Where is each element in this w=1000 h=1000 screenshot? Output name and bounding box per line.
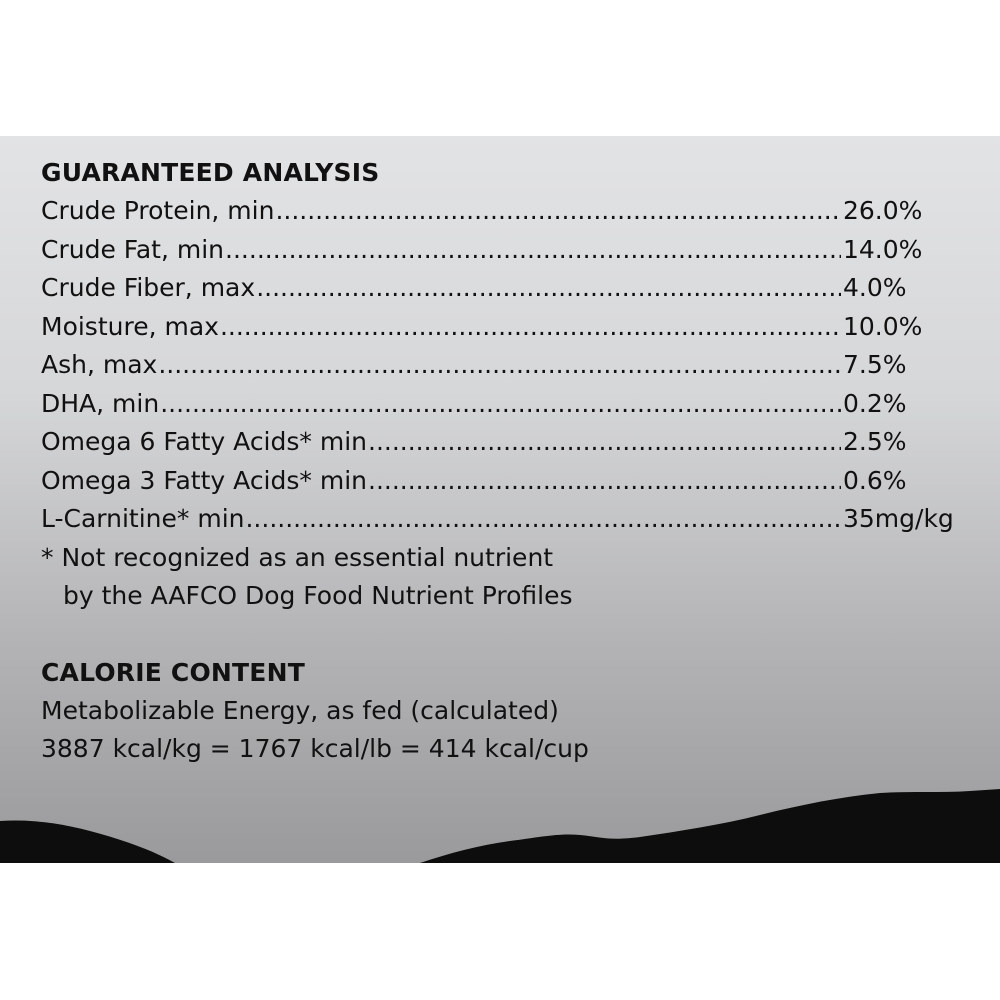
nutrient-value: 0.2% xyxy=(843,388,907,418)
dot-leader: ........................................… xyxy=(275,196,841,225)
energy-values: 3887 kcal/kg = 1767 kcal/lb = 414 kcal/c… xyxy=(41,734,589,763)
nutrient-value: 4.0% xyxy=(843,273,907,302)
nutrient-label: Crude Fat, min xyxy=(41,234,225,264)
energy-description: Metabolizable Energy, as fed (calculated… xyxy=(41,695,559,725)
analysis-row: Omega 6 Fatty Acids* min ...............… xyxy=(41,423,971,462)
nutrient-label: Crude Protein, min xyxy=(41,196,275,225)
nutrition-content: GUARANTEED ANALYSIS Crude Protein, min .… xyxy=(41,154,971,769)
mountain-silhouette xyxy=(0,789,1000,863)
nutrient-value: 7.5% xyxy=(843,350,907,379)
analysis-row: Crude Protein, min .....................… xyxy=(41,192,971,231)
footnote: * Not recognized as an essential nutrien… xyxy=(41,539,971,616)
nutrient-label: Crude Fiber, max xyxy=(41,273,256,302)
dot-leader: ........................................… xyxy=(256,273,841,302)
nutrient-value: 10.0% xyxy=(843,311,923,341)
footnote-line-1: * Not recognized as an essential nutrien… xyxy=(41,542,554,572)
analysis-row: L-Carnitine* min .......................… xyxy=(41,500,971,539)
dot-leader: ........................................… xyxy=(245,504,841,533)
nutrient-label: L-Carnitine* min xyxy=(41,504,245,533)
nutrient-label: Ash, max xyxy=(41,350,158,379)
analysis-row: Crude Fat, min .........................… xyxy=(41,231,971,270)
footnote-line-2: by the AAFCO Dog Food Nutrient Profiles xyxy=(63,581,573,610)
nutrition-panel: GUARANTEED ANALYSIS Crude Protein, min .… xyxy=(0,136,1000,863)
section-spacer xyxy=(41,616,971,654)
nutrient-label: DHA, min xyxy=(41,388,160,418)
analysis-list: Crude Protein, min .....................… xyxy=(41,192,971,539)
nutrient-label: Omega 3 Fatty Acids* min xyxy=(41,465,367,495)
nutrient-value: 0.6% xyxy=(843,465,907,495)
analysis-row: Moisture, max ..........................… xyxy=(41,308,971,347)
dot-leader: ........................................… xyxy=(368,427,841,456)
calorie-content-heading: CALORIE CONTENT xyxy=(41,657,305,687)
dot-leader: ........................................… xyxy=(158,350,841,379)
dot-leader: ........................................… xyxy=(160,388,841,418)
nutrient-label: Omega 6 Fatty Acids* min xyxy=(41,427,367,456)
nutrient-label: Moisture, max xyxy=(41,311,219,341)
guaranteed-analysis-heading: GUARANTEED ANALYSIS xyxy=(41,158,380,187)
nutrient-value: 35mg/kg xyxy=(843,504,954,533)
dot-leader: ........................................… xyxy=(225,234,841,264)
analysis-row: DHA, min ...............................… xyxy=(41,385,971,424)
analysis-row: Ash, max ...............................… xyxy=(41,346,971,385)
dot-leader: ........................................… xyxy=(368,465,841,495)
dot-leader: ........................................… xyxy=(219,311,841,341)
nutrient-value: 2.5% xyxy=(843,427,907,456)
nutrient-value: 14.0% xyxy=(843,234,923,264)
analysis-row: Omega 3 Fatty Acids* min ...............… xyxy=(41,462,971,501)
nutrient-value: 26.0% xyxy=(843,196,923,225)
analysis-row: Crude Fiber, max .......................… xyxy=(41,269,971,308)
